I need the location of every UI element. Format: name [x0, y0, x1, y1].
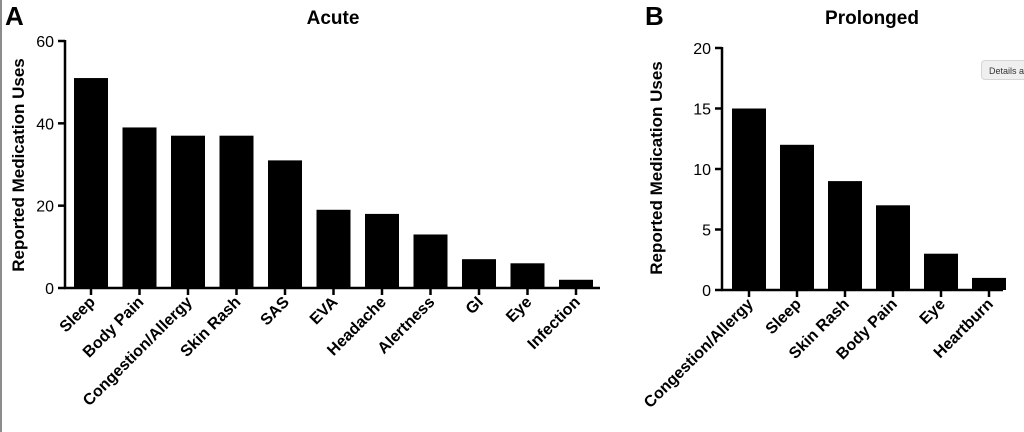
x-category-label: Eye	[503, 294, 535, 326]
panel-acute: A Acute Reported Medication Uses 0 20 40 60 Sle…	[5, 1, 600, 410]
x-category-label: SAS	[258, 294, 294, 330]
bar	[972, 277, 1006, 290]
x-category-label: Infection	[525, 294, 584, 353]
x-category-label: Sleep	[57, 294, 99, 336]
bar	[559, 279, 593, 288]
bar	[268, 160, 302, 288]
y-tick-label: 0	[45, 281, 54, 298]
y-tick-label: 20	[693, 41, 711, 58]
x-category-label: GI	[463, 294, 487, 318]
bar	[876, 205, 910, 290]
bar	[74, 78, 108, 288]
bar	[924, 253, 958, 290]
figure-left-border	[0, 0, 2, 432]
bar	[828, 181, 862, 290]
chart-title: Prolonged	[825, 8, 919, 29]
x-category-label: Sleep	[763, 296, 805, 338]
panel-letter: A	[5, 1, 24, 31]
y-tick-label: 60	[36, 34, 54, 51]
y-tick-label: 10	[693, 162, 711, 179]
panel-letter: B	[645, 1, 664, 31]
bar	[510, 263, 545, 288]
y-tick-label: 0	[702, 283, 711, 300]
x-category-label: Eye	[917, 296, 949, 328]
bar	[462, 259, 496, 288]
bar	[365, 213, 399, 288]
y-axis-label: Reported Medication Uses	[647, 61, 666, 275]
bar	[219, 135, 254, 288]
bar	[780, 144, 814, 290]
chart-title: Acute	[307, 8, 360, 29]
x-category-label: EVA	[307, 293, 342, 328]
x-category-label: Congestion/Allergy	[641, 296, 757, 412]
y-tick-label: 20	[36, 199, 54, 216]
y-tick-label: 15	[693, 102, 711, 119]
bar	[413, 234, 448, 288]
bar	[316, 209, 351, 288]
y-tick-label: 40	[36, 116, 54, 133]
details-tooltip-chip[interactable]: Details a	[981, 60, 1024, 80]
y-tick-label: 5	[702, 223, 711, 240]
y-axis-label: Reported Medication Uses	[9, 58, 28, 272]
panel-prolonged: B Prolonged Reported Medication Uses 0 5 10 15…	[641, 1, 1006, 412]
bar	[122, 127, 157, 288]
bar	[732, 108, 766, 290]
bar	[171, 135, 205, 288]
